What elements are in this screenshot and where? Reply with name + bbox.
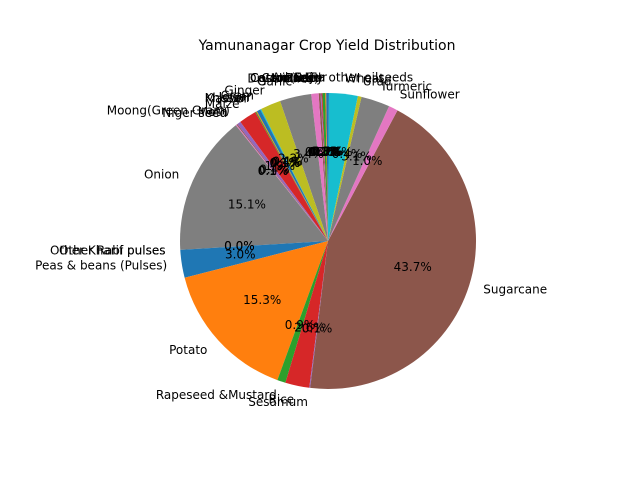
pie-slice-bajra — [325, 93, 328, 241]
percent-label-arhar-tur: 0.2% — [312, 145, 343, 159]
pie-slice-moong-green-gram — [237, 121, 328, 241]
percent-label-sunflower: 1.0% — [352, 154, 383, 168]
pie-slice-sesamum — [309, 241, 328, 388]
percent-label-sugarcane: 43.7% — [394, 260, 432, 274]
percent-label-rice: 2.6% — [294, 320, 325, 334]
slice-label-turmeric: Turmeric — [379, 79, 432, 93]
pie-slice-jowar — [256, 109, 328, 241]
slice-label-gram: Gram — [221, 89, 254, 103]
slice-label-potato: Potato — [169, 343, 207, 357]
slice-label-sesamum: Sesamum — [248, 395, 308, 409]
percent-label-moth: 0.1% — [258, 164, 289, 178]
percent-label-other-kharif-pulses: 0.0% — [224, 239, 255, 253]
pie-slice-gram — [260, 109, 328, 242]
percent-label-coriander: 0.1% — [309, 145, 340, 159]
percent-label-niger-seed: 0.1% — [258, 164, 289, 178]
percent-label-other-rabi-pulses: 0.0% — [224, 239, 255, 253]
slice-label-garlic: Garlic — [257, 75, 292, 89]
slice-label-rapeseed-mustard: Rapeseed &Mustard — [156, 388, 277, 402]
percent-label-wheat: 3.1% — [322, 145, 353, 159]
pie-slice-wheat — [328, 93, 358, 241]
percent-label-potato: 15.3% — [243, 293, 281, 307]
slice-label-castor-seed: Castor seed — [250, 71, 321, 85]
slice-label-ginger: Ginger — [224, 84, 264, 98]
pie-slice-ginger — [261, 100, 328, 242]
slice-label-cotton-lint: Cotton(lint) — [250, 71, 318, 85]
slice-label-other-rabi-pulses: Other Rabi pulses — [59, 243, 166, 257]
percent-label-onion: 15.1% — [228, 197, 266, 211]
percent-label-dry-chillies: 0.8% — [305, 145, 336, 159]
slice-label-sugarcane: Sugarcane — [483, 282, 547, 296]
pie-slice-dry-chillies — [311, 93, 328, 241]
slice-label-peas-beans-pulses: Peas & beans (Pulses) — [35, 259, 167, 273]
percent-label-peas-beans-pulses: 3.0% — [225, 247, 256, 261]
pie-slice-barley — [322, 93, 328, 241]
pie-slice-sugarcane — [310, 110, 477, 390]
slice-label-barley: Barley — [285, 71, 323, 85]
pie-slice-rapeseed-mustard — [277, 241, 328, 383]
pie-slice-garlic — [280, 93, 328, 242]
pie-slice-potato — [184, 241, 328, 381]
slice-label-urad: Urad — [363, 75, 392, 89]
slice-label-masoor: Masoor — [205, 92, 249, 106]
percent-label-rapeseed-mustard: 0.9% — [285, 318, 316, 332]
slice-label-dry-chillies: Dry chillies — [247, 71, 313, 85]
slice-label-other-kharif-pulses: Other Kharif pulses — [50, 243, 165, 257]
percent-label-garlic: 3.4% — [293, 147, 324, 161]
pie-slice-other-oilseeds — [328, 92, 329, 241]
percent-label-castor-seed: 0.1% — [309, 145, 340, 159]
slice-label-jowar: Jowar — [218, 90, 252, 104]
pie-slice-maize — [240, 112, 328, 241]
percent-label-urad: 0.4% — [332, 147, 363, 161]
slice-label-arhar-tur: Arhar/Tur — [272, 71, 327, 85]
pie-slice-rice — [285, 241, 328, 388]
slice-label-coriander: Coriander — [261, 71, 320, 85]
slice-label-niger-seed: Niger seed — [162, 106, 227, 120]
percent-label-barley: 0.3% — [310, 145, 341, 159]
slice-label-sunflower: Sunflower — [400, 87, 460, 101]
percent-label-turmeric: 3.1% — [341, 149, 372, 163]
percent-label-sesamum: 0.1% — [302, 322, 333, 336]
chart-title: Yamunanagar Crop Yield Distribution — [198, 38, 456, 54]
slice-label-bajra: Bajra — [294, 71, 325, 85]
pie-slice-castor-seed — [321, 93, 328, 241]
pie-slice-onion — [180, 125, 328, 250]
slice-label-onion: Onion — [144, 167, 179, 181]
pie-slice-arhar-tur — [326, 92, 328, 242]
pie-slice-moth — [236, 124, 328, 241]
pie-slices — [180, 92, 477, 390]
pie-slice-khesari — [256, 111, 328, 241]
pie-slice-niger-seed — [235, 124, 328, 241]
percent-label-jowar: 0.4% — [271, 155, 302, 169]
slice-label-khesari: Khesari — [205, 91, 250, 105]
pie-slice-masoor — [255, 111, 328, 241]
slice-label-other-oilseeds: other oilseeds — [329, 71, 414, 85]
pie-slice-turmeric — [328, 96, 390, 241]
percent-label-khesari: 0.1% — [270, 156, 301, 170]
pie-slice-sunflower — [328, 106, 398, 242]
percent-label-other-oilseeds: 0.1% — [313, 145, 344, 159]
percent-label-gram: 0.1% — [272, 154, 303, 168]
slice-label-maize: Maize — [205, 97, 240, 111]
percent-label-moong-green-gram: 0.4% — [259, 163, 290, 177]
pie-slice-urad — [328, 96, 362, 241]
pie-slice-peas-beans-pulses — [180, 241, 328, 278]
slice-label-rice: Rice — [269, 393, 295, 407]
slice-label-moong-green-gram: Moong(Green Gram) — [107, 104, 230, 118]
percent-label-masoor: 0.1% — [269, 156, 300, 170]
pie-slice-coriander — [320, 93, 328, 242]
slice-label-moth: Moth — [198, 105, 228, 119]
slice-label-wheat: Wheat — [345, 72, 384, 86]
pie-slice-cotton-lint — [318, 93, 328, 241]
percent-label-cotton-lint: 0.2% — [308, 145, 339, 159]
percent-label-ginger: 2.2% — [278, 152, 309, 166]
percent-labels: 0.2%0.1%0.3%0.1%0.1%0.2%0.8%3.4%2.2%0.1%… — [224, 145, 432, 336]
percent-label-maize: 1.9% — [265, 159, 296, 173]
percent-label-bajra: 0.1% — [311, 145, 342, 159]
